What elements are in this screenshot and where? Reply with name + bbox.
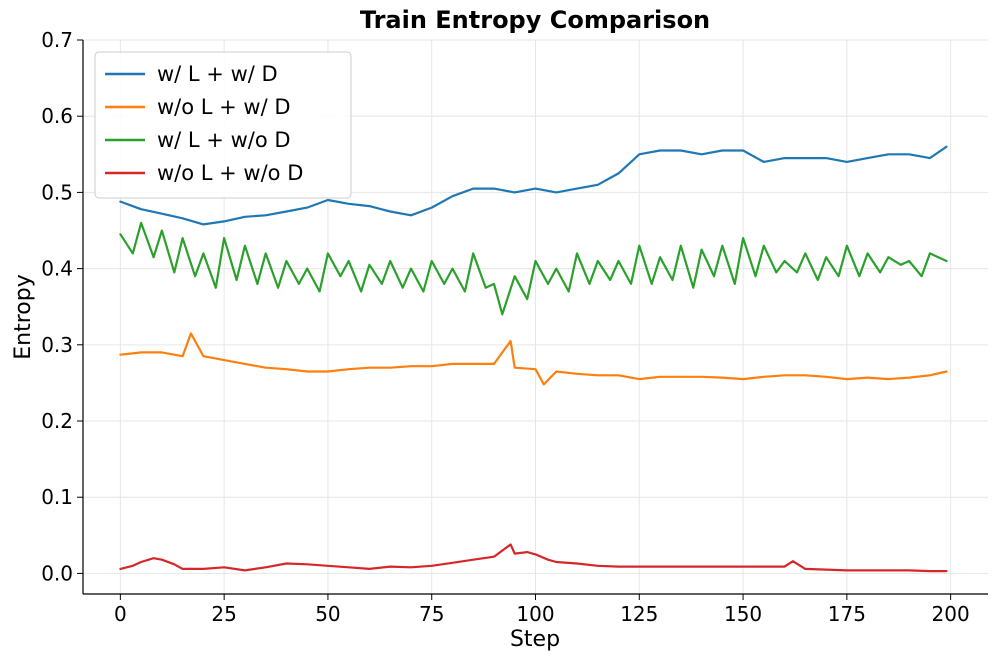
series-line-2 <box>119 332 948 386</box>
x-tick-label: 150 <box>724 602 762 626</box>
chart-title: Train Entropy Comparison <box>360 6 710 34</box>
x-tick-label: 75 <box>419 602 444 626</box>
x-tick-label: 175 <box>828 602 866 626</box>
series-line-3 <box>119 221 948 316</box>
y-tick-label: 0.5 <box>41 180 73 204</box>
y-tick-label: 0.1 <box>41 485 73 509</box>
legend-label: w/ L + w/o D <box>157 128 291 152</box>
y-tick-label: 0.2 <box>41 409 73 433</box>
y-tick-label: 0.4 <box>41 257 73 281</box>
x-tick-label: 25 <box>211 602 236 626</box>
series-line-1 <box>119 145 948 226</box>
y-axis-title: Entropy <box>11 274 36 359</box>
series-lines <box>119 145 948 573</box>
legend-label: w/ L + w/ D <box>157 62 278 86</box>
x-tick-label: 50 <box>315 602 340 626</box>
y-tick-label: 0.0 <box>41 561 73 585</box>
x-tick-label: 200 <box>932 602 970 626</box>
tick-labels: 0 25 50 75 100 125 150 175 200 0.0 0.1 0.2 0.3 0.4 0.5… <box>41 28 970 626</box>
legend: w/ L + w/ D w/o L + w/ D w/ L + w/o D w/o L… <box>94 51 352 199</box>
y-tick-label: 0.3 <box>41 333 73 357</box>
x-tick-label: 125 <box>620 602 658 626</box>
x-tick-label: 0 <box>114 602 127 626</box>
legend-label: w/o L + w/o D <box>157 161 303 185</box>
series-line-4 <box>119 543 948 573</box>
legend-label: w/o L + w/ D <box>157 95 291 119</box>
y-tick-label: 0.7 <box>41 28 73 52</box>
x-tick-label: 100 <box>516 602 554 626</box>
legend-box <box>94 51 352 199</box>
x-axis-title: Step <box>510 627 560 652</box>
y-tick-label: 0.6 <box>41 104 73 128</box>
